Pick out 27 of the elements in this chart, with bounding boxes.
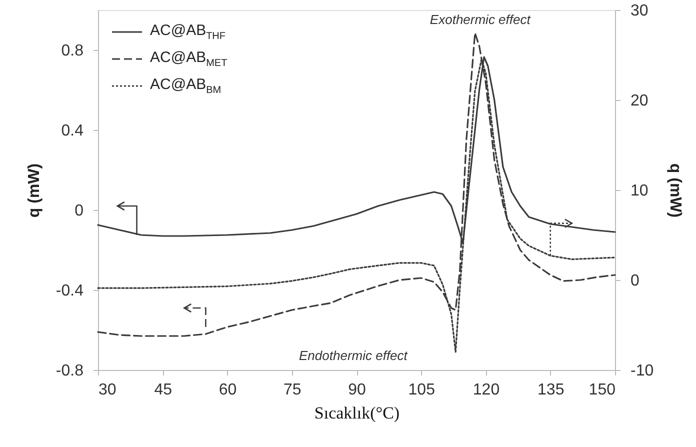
- y-tick-label: 0.8: [61, 42, 84, 60]
- y2-tick-label: 0: [630, 272, 640, 290]
- y-tick-label: 0.4: [61, 122, 84, 140]
- x-axis-title: Sıcaklık(°C): [314, 404, 400, 422]
- x-tick-label: 120: [472, 382, 500, 398]
- legend-label: AC@AB$_{THF}$: [150, 22, 226, 42]
- x-tick-label: 75: [283, 382, 302, 398]
- x-tick-label: 150: [588, 382, 616, 398]
- y-axis-title: q (mW): [26, 163, 43, 218]
- y2-tick-label: 30: [630, 2, 648, 20]
- annotation: Exothermic effect: [430, 12, 532, 27]
- y2-tick-label: 20: [630, 92, 648, 110]
- y-tick-label: -0.4: [56, 282, 84, 300]
- x-tick-label: 135: [538, 382, 564, 398]
- legend-label: AC@AB$_{BM}$: [150, 76, 222, 96]
- x-tick-label: 60: [218, 382, 237, 398]
- x-tick-label: 45: [154, 382, 172, 398]
- legend-label: AC@AB$_{MET}$: [150, 48, 228, 68]
- y-tick-label: 0: [74, 202, 84, 220]
- y2-tick-label: -10: [630, 362, 654, 380]
- y-tick-label: -0.8: [56, 362, 84, 380]
- x-tick-label: 105: [408, 382, 436, 398]
- x-tick-label: 90: [348, 382, 366, 398]
- y2-axis-title: q (mW): [666, 163, 684, 218]
- x-tick-label: 30: [98, 382, 116, 398]
- annotation: Endothermic effect: [299, 348, 409, 363]
- y2-tick-label: 10: [630, 182, 648, 200]
